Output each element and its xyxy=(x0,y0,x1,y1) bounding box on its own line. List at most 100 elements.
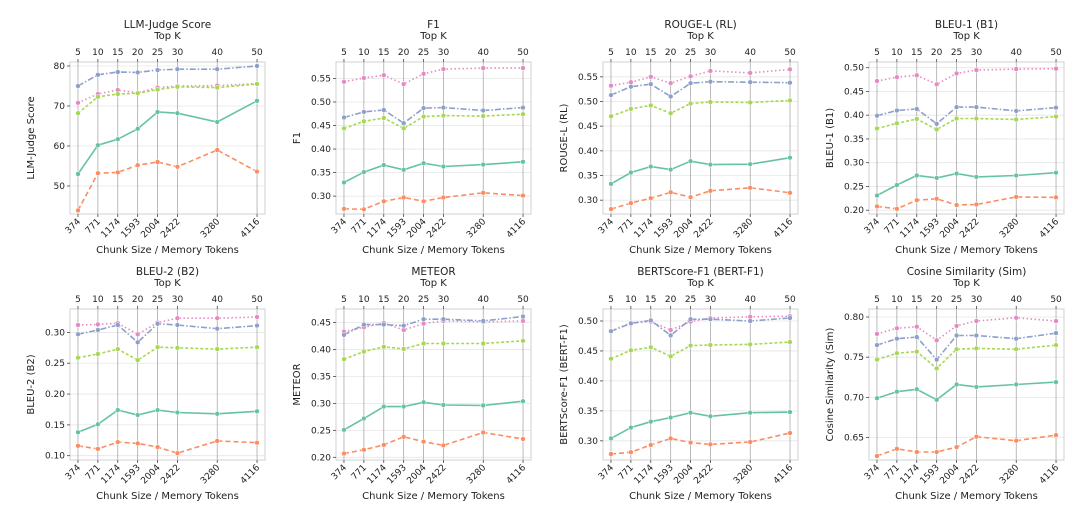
data-point-purple xyxy=(95,327,101,333)
data-point-green xyxy=(894,389,900,395)
data-point-green xyxy=(747,161,753,167)
bottom-tick-label: 1174 xyxy=(100,217,123,240)
y-axis-label: ROUGE-L (RL) xyxy=(559,103,570,172)
data-point-orange xyxy=(608,451,614,457)
top-tick-label: 30 xyxy=(705,295,717,305)
bottom-tick-label: 4116 xyxy=(239,463,262,486)
data-point-lime xyxy=(953,346,960,352)
data-point-orange xyxy=(154,159,161,165)
data-point-lime xyxy=(381,115,387,121)
data-point-lime xyxy=(154,86,161,93)
panel-title: BLEU-2 (B2) xyxy=(136,266,199,278)
data-point-purple xyxy=(135,69,141,76)
data-point-purple xyxy=(747,318,753,324)
bottom-tick-label: 1174 xyxy=(633,217,656,240)
data-point-purple xyxy=(75,83,81,89)
top-tick-label: 15 xyxy=(645,295,656,305)
y-tick-label: 0.55 xyxy=(578,73,598,83)
x-axis-label: Chunk Size / Memory Tokens xyxy=(96,245,239,256)
data-point-green xyxy=(914,386,920,392)
data-point-purple xyxy=(687,80,694,86)
data-point-lime xyxy=(668,353,674,359)
series-line-purple xyxy=(610,80,791,98)
data-point-purple xyxy=(1053,104,1059,111)
bottom-tick-label: 2422 xyxy=(425,217,448,240)
data-point-lime xyxy=(115,346,121,352)
data-point-purple xyxy=(914,334,920,340)
data-point-purple xyxy=(953,332,960,339)
top-tick-label: 25 xyxy=(685,295,696,305)
data-point-purple xyxy=(361,321,367,328)
data-point-orange xyxy=(894,446,900,452)
bottom-tick-label: 2004 xyxy=(672,463,695,486)
data-point-lime xyxy=(1053,113,1059,120)
data-point-lime xyxy=(440,112,447,119)
data-point-lime xyxy=(687,342,694,349)
data-point-lime xyxy=(254,81,260,87)
series-line-lime xyxy=(610,341,791,360)
top-tick-label: 15 xyxy=(112,48,123,58)
series-line-green xyxy=(610,411,791,440)
bottom-tick-label: 3280 xyxy=(465,217,488,240)
y-tick-label: 0.45 xyxy=(844,87,864,97)
top-tick-label: 20 xyxy=(132,295,144,305)
data-point-pink xyxy=(628,79,634,85)
axes-frame xyxy=(602,61,799,215)
bottom-tick-label: 4116 xyxy=(1038,463,1061,486)
series-line-lime xyxy=(343,113,524,130)
bottom-tick-label: 2004 xyxy=(672,217,695,240)
data-point-green xyxy=(420,160,427,166)
data-point-green xyxy=(401,403,407,410)
data-point-lime xyxy=(520,111,526,117)
top-tick-label: 15 xyxy=(911,48,922,58)
data-point-purple xyxy=(174,66,181,72)
data-point-pink xyxy=(787,66,793,73)
series-line-purple xyxy=(610,317,791,337)
y-tick-label: 60 xyxy=(54,142,66,152)
data-point-purple xyxy=(787,315,793,321)
data-point-pink xyxy=(894,325,900,331)
top-tick-label: 30 xyxy=(438,295,450,305)
data-point-purple xyxy=(401,120,407,126)
top-axis-label: Top K xyxy=(952,278,980,289)
data-point-purple xyxy=(214,66,220,72)
y-tick-label: 0.50 xyxy=(578,97,598,107)
data-point-purple xyxy=(608,328,614,334)
panel-6: 0.20 0.25 0.30 0.35 0.40 0.45 5 10 15 20 25 30 40 50 3… xyxy=(292,266,532,502)
data-point-green xyxy=(520,159,526,165)
top-axis-label: Top K xyxy=(419,31,447,42)
data-point-orange xyxy=(520,436,526,442)
top-tick-label: 50 xyxy=(784,48,796,58)
data-point-orange xyxy=(668,435,674,442)
y-tick-label: 0.15 xyxy=(45,421,65,431)
data-point-lime xyxy=(361,118,367,124)
series-line-orange xyxy=(610,186,791,210)
data-point-pink xyxy=(934,337,940,343)
data-point-purple xyxy=(874,113,880,119)
data-point-pink xyxy=(75,100,81,106)
top-tick-label: 5 xyxy=(75,295,81,305)
data-point-green xyxy=(668,166,674,173)
data-point-purple xyxy=(973,332,980,339)
data-point-green xyxy=(687,158,694,164)
data-point-purple xyxy=(361,109,367,115)
top-axis-label: Top K xyxy=(952,31,980,42)
data-point-orange xyxy=(628,449,634,455)
data-point-pink xyxy=(874,78,880,84)
top-tick-label: 15 xyxy=(378,48,389,58)
data-point-pink xyxy=(480,65,486,71)
data-point-lime xyxy=(420,113,427,120)
bottom-tick-label: 1174 xyxy=(899,463,922,486)
data-point-pink xyxy=(135,331,141,337)
data-point-purple xyxy=(420,316,427,322)
y-axis-label: BLEU-1 (B1) xyxy=(825,108,836,168)
data-point-purple xyxy=(707,79,714,85)
data-point-orange xyxy=(420,439,427,445)
data-point-pink xyxy=(520,65,526,71)
data-point-green xyxy=(1013,172,1019,179)
data-point-purple xyxy=(214,326,220,332)
data-point-orange xyxy=(440,442,447,449)
data-point-pink xyxy=(214,315,220,321)
